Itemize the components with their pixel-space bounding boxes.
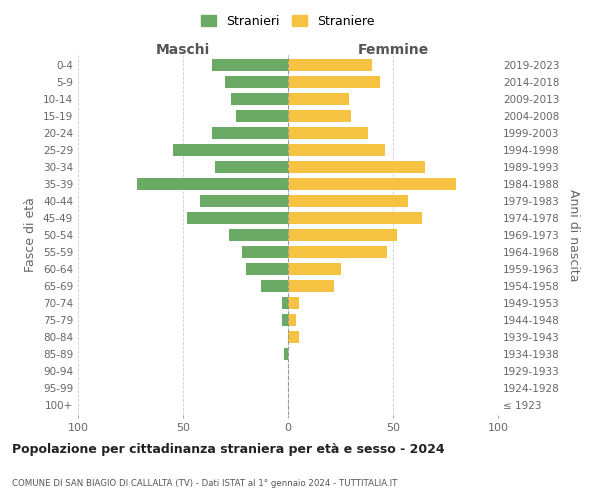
Text: COMUNE DI SAN BIAGIO DI CALLALTA (TV) - Dati ISTAT al 1° gennaio 2024 - TUTTITAL: COMUNE DI SAN BIAGIO DI CALLALTA (TV) - … bbox=[12, 479, 397, 488]
Bar bbox=[288, 280, 334, 292]
Bar bbox=[288, 76, 380, 88]
Bar bbox=[288, 331, 299, 343]
Legend: Stranieri, Straniere: Stranieri, Straniere bbox=[197, 11, 379, 32]
Bar bbox=[288, 314, 296, 326]
Bar bbox=[137, 178, 288, 190]
Bar bbox=[282, 297, 288, 309]
Text: Femmine: Femmine bbox=[358, 42, 428, 56]
Bar bbox=[282, 314, 288, 326]
Bar bbox=[288, 161, 425, 173]
Y-axis label: Anni di nascita: Anni di nascita bbox=[568, 188, 580, 281]
Bar bbox=[260, 280, 288, 292]
Bar bbox=[288, 212, 422, 224]
Y-axis label: Fasce di età: Fasce di età bbox=[25, 198, 37, 272]
Bar bbox=[288, 59, 372, 72]
Bar bbox=[288, 178, 456, 190]
Bar bbox=[215, 161, 288, 173]
Bar bbox=[288, 263, 341, 275]
Bar bbox=[200, 195, 288, 207]
Text: Maschi: Maschi bbox=[156, 42, 210, 56]
Bar bbox=[232, 93, 288, 106]
Bar bbox=[235, 110, 288, 122]
Bar bbox=[288, 297, 299, 309]
Bar bbox=[229, 229, 288, 241]
Bar bbox=[284, 348, 288, 360]
Bar bbox=[173, 144, 288, 156]
Bar bbox=[225, 76, 288, 88]
Bar bbox=[212, 59, 288, 72]
Text: Popolazione per cittadinanza straniera per età e sesso - 2024: Popolazione per cittadinanza straniera p… bbox=[12, 442, 445, 456]
Bar bbox=[288, 93, 349, 106]
Bar bbox=[288, 144, 385, 156]
Bar bbox=[288, 110, 351, 122]
Bar bbox=[288, 195, 408, 207]
Bar bbox=[212, 127, 288, 139]
Bar bbox=[242, 246, 288, 258]
Bar bbox=[288, 246, 387, 258]
Bar bbox=[288, 229, 397, 241]
Bar bbox=[288, 127, 368, 139]
Bar bbox=[246, 263, 288, 275]
Bar bbox=[187, 212, 288, 224]
